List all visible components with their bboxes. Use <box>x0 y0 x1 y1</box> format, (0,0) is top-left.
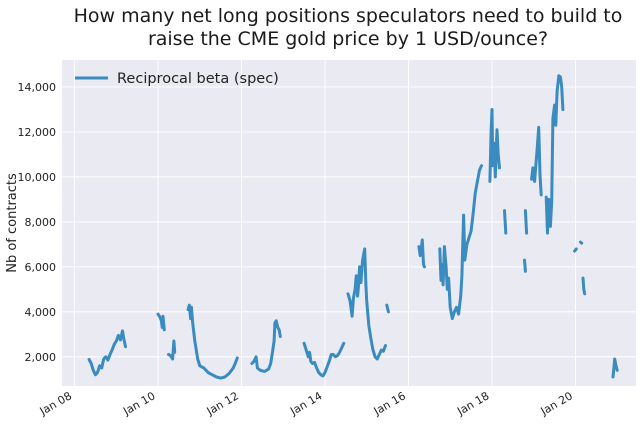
x-tick-label: Jan 10 <box>120 389 157 418</box>
series-line-segment <box>87 329 127 377</box>
y-tick-label: 10,000 <box>18 171 57 184</box>
series-line-segment <box>156 312 166 332</box>
series-line-segment <box>186 303 239 380</box>
y-tick-label: 14,000 <box>18 81 57 94</box>
series-line-segment <box>611 357 619 379</box>
series-line-segment <box>523 209 529 235</box>
x-tick-label: Jan 14 <box>287 389 324 418</box>
legend: Reciprocal beta (spec) <box>75 71 279 87</box>
series-line-segment <box>438 164 483 321</box>
grid-lines <box>62 60 636 386</box>
series-line-segment <box>346 247 387 361</box>
series-line-segment <box>302 341 346 378</box>
series-line-segment <box>385 303 390 314</box>
y-axis-label: Nb of contracts <box>5 173 20 273</box>
series-line-segment <box>573 247 578 253</box>
x-tick-label: Jan 18 <box>454 389 491 418</box>
y-tick-label: 4,000 <box>25 306 57 319</box>
series-line-segment <box>544 74 565 235</box>
series-line-segment <box>488 108 501 183</box>
x-tick-label: Jan 20 <box>538 389 575 418</box>
series-line-segment <box>250 319 282 373</box>
series-line-segment <box>581 276 587 296</box>
chart-title-line-1: How many net long positions speculators … <box>74 5 623 27</box>
series-line-segment <box>530 125 543 197</box>
series-line-segment <box>167 339 177 361</box>
y-tick-label: 2,000 <box>25 351 57 364</box>
series-line-segment <box>579 240 584 245</box>
series-layer <box>87 74 619 380</box>
series-line-segment <box>503 209 508 235</box>
x-tick-label: Jan 12 <box>204 389 241 418</box>
series-line-segment <box>417 238 426 269</box>
chart-title-line-2: raise the CME gold price by 1 USD/ounce? <box>148 28 548 50</box>
y-tick-label: 12,000 <box>18 126 57 139</box>
x-tick-label: Jan 08 <box>37 389 74 418</box>
y-tick-label: 8,000 <box>25 216 57 229</box>
x-tick-label: Jan 16 <box>371 389 408 418</box>
y-tick-label: 6,000 <box>25 261 57 274</box>
series-line-segment <box>523 258 527 273</box>
legend-label: Reciprocal beta (spec) <box>117 71 279 87</box>
